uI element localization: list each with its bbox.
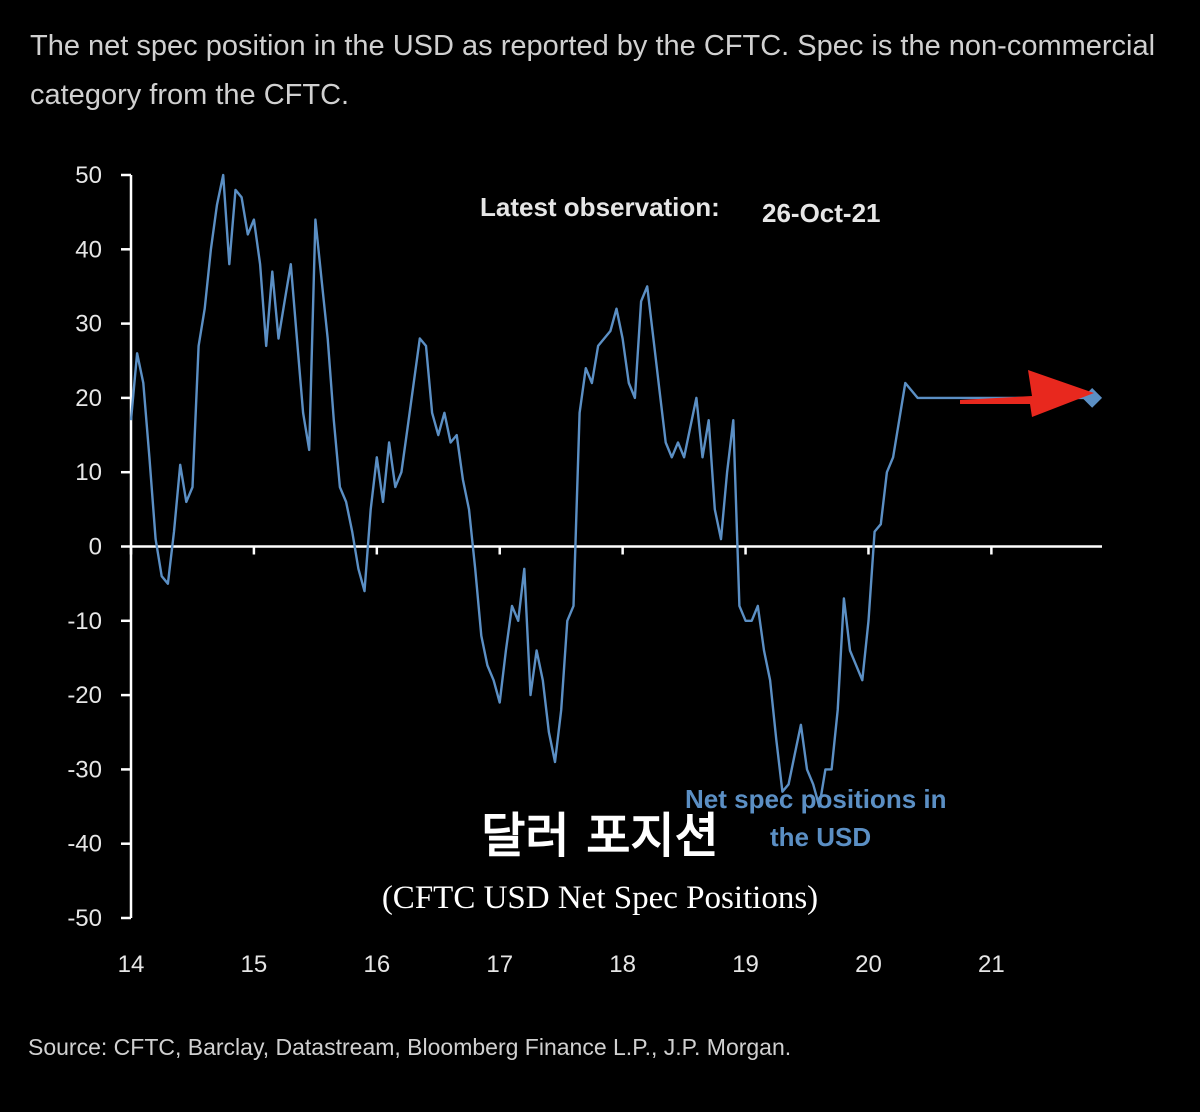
x-tick-label: 20 [855,951,882,978]
y-tick-label: 20 [75,385,102,412]
latest-observation-date: 26-Oct-21 [762,198,881,228]
x-tick-labels: 14 15 16 17 18 19 20 21 [118,951,1005,978]
english-title: (CFTC USD Net Spec Positions) [382,880,818,916]
x-tick-label: 18 [609,951,636,978]
y-tick-label: 30 [75,311,102,338]
y-tick-label: -40 [67,831,102,858]
y-tick-label: -50 [67,905,102,932]
series-label-line-2: the USD [770,822,871,852]
y-tick-label: 50 [75,162,102,189]
axes [121,173,1102,920]
x-tick-label: 17 [486,951,513,978]
y-tick-labels: 50 40 30 20 10 0 -10 -20 -30 -40 -50 [67,162,102,932]
y-tick-label: 10 [75,459,102,486]
x-tick-label: 21 [978,951,1005,978]
y-tick-label: 40 [75,236,102,263]
x-tick-label: 19 [732,951,759,978]
series-line [129,173,1090,808]
y-tick-label: -30 [67,756,102,783]
red-arrow-icon [960,370,1094,417]
korean-title: 달러 포지션 [481,808,719,864]
x-tick-label: 15 [241,951,268,978]
y-tick-label: -20 [67,682,102,709]
chart-subtitle: The net spec position in the USD as repo… [30,30,1156,111]
y-tick-label: 0 [89,534,102,561]
series-label-line-1: Net spec positions in [685,784,947,814]
x-tick-label: 14 [118,951,145,978]
series-label: Net spec positions in the USD [685,784,954,852]
x-tick-label: 16 [363,951,390,978]
y-tick-label: -10 [67,608,102,635]
source-note: Source: CFTC, Barclay, Datastream, Bloom… [28,1034,792,1060]
latest-observation-label: Latest observation: [480,192,720,222]
